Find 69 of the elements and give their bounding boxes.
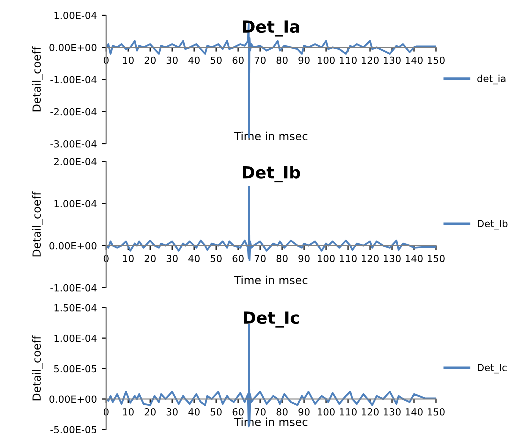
x-tick-label: 80 — [276, 255, 288, 262]
x-tick-label: 50 — [210, 408, 222, 416]
x-tick-label: 110 — [340, 408, 357, 416]
x-tick-label: 120 — [362, 255, 379, 262]
x-tick-label: 60 — [232, 255, 244, 262]
x-tick-label: 30 — [166, 255, 178, 262]
x-tick-label: 100 — [318, 408, 335, 416]
y-tick-label: -2.00E-04 — [50, 108, 97, 116]
x-tick-label: 10 — [123, 408, 134, 416]
x-tick-label: 80 — [276, 56, 288, 64]
x-tick-label: 150 — [428, 56, 445, 64]
x-tick-label: 10 — [123, 56, 134, 64]
x-tick-label: 40 — [188, 255, 200, 262]
x-tick-label: 20 — [144, 56, 156, 64]
x-tick-label: 120 — [362, 408, 379, 416]
x-tick-label: 100 — [318, 56, 335, 64]
x-tick-label: 80 — [276, 408, 288, 416]
chart-title: Det_Ic — [244, 312, 299, 328]
x-tick-label: 20 — [144, 255, 156, 262]
legend-label: Det_Ic — [478, 364, 507, 374]
y-axis-title: Detail_coeff — [32, 336, 44, 401]
y-tick-label: -1.00E-04 — [50, 284, 97, 292]
y-tick-label: 0.00E+00 — [50, 396, 97, 404]
x-tick-label: 130 — [384, 56, 401, 64]
legend-label: Det_Ib — [478, 220, 508, 230]
x-tick-label: 120 — [362, 56, 379, 64]
y-axis-title: Detail_coeff — [32, 192, 44, 257]
y-tick-label: 1.00E-04 — [54, 12, 97, 20]
x-tick-label: 60 — [232, 56, 244, 64]
x-tick-label: 90 — [298, 408, 310, 416]
y-tick-label: -1.00E-04 — [50, 76, 97, 84]
x-tick-label: 50 — [210, 255, 222, 262]
x-tick-label: 40 — [188, 56, 200, 64]
x-tick-label: 140 — [406, 408, 423, 416]
y-axis-title: Detail_coeff — [32, 46, 44, 112]
y-tick-label: 0.00E+00 — [50, 242, 97, 250]
x-tick-label: 0 — [104, 56, 109, 64]
x-tick-label: 30 — [166, 56, 178, 64]
x-tick-label: 60 — [232, 408, 244, 416]
x-tick-label: 110 — [340, 56, 357, 64]
x-tick-label: 70 — [254, 56, 266, 64]
y-tick-label: -3.00E-04 — [50, 140, 97, 148]
x-tick-label: 150 — [428, 255, 445, 262]
x-tick-label: 150 — [428, 408, 445, 416]
y-tick-label: 1.00E-04 — [54, 200, 97, 208]
legend-label: det_ia — [478, 74, 506, 85]
x-tick-label: 10 — [123, 255, 134, 262]
x-axis-title: Time in msec — [234, 276, 308, 285]
y-tick-label: -5.00E-05 — [50, 426, 97, 434]
x-tick-label: 50 — [210, 56, 222, 64]
x-tick-label: 100 — [318, 255, 335, 262]
x-tick-label: 90 — [298, 56, 310, 64]
y-tick-label: 1.50E-04 — [54, 304, 97, 312]
x-tick-label: 30 — [166, 408, 178, 416]
x-tick-label: 140 — [406, 56, 423, 64]
x-tick-label: 130 — [384, 255, 401, 262]
x-tick-label: 70 — [254, 255, 266, 262]
x-tick-label: 130 — [384, 408, 401, 416]
y-tick-label: 5.00E-05 — [54, 365, 97, 373]
y-tick-label: 2.00E-04 — [54, 158, 97, 166]
y-tick-label: 1.00E-04 — [54, 334, 97, 342]
x-tick-label: 110 — [340, 255, 357, 262]
x-tick-label: 20 — [144, 408, 156, 416]
y-tick-label: 0.00E+00 — [50, 44, 97, 52]
x-tick-label: 90 — [298, 255, 310, 262]
x-tick-label: 70 — [254, 408, 266, 416]
x-tick-label: 40 — [188, 408, 200, 416]
x-tick-label: 140 — [406, 255, 423, 262]
chart-title: Det_Ib — [243, 166, 300, 183]
